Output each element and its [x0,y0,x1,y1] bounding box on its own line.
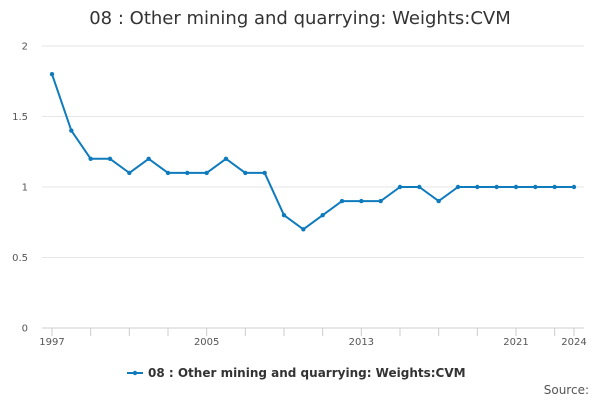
data-point[interactable] [107,156,113,161]
legend-point-marker [132,370,138,376]
data-point[interactable] [417,184,422,190]
data-point[interactable] [185,170,190,176]
data-point[interactable] [533,184,538,190]
y-tick-label: 0.5 [12,253,28,264]
legend[interactable]: 08 : Other mining and quarrying: Weights… [127,366,466,380]
data-point[interactable] [397,184,403,190]
data-point[interactable] [49,72,55,77]
data-point[interactable] [127,170,132,176]
data-point[interactable] [552,184,557,190]
data-point[interactable] [281,213,287,218]
y-tick-label: 0 [22,324,28,335]
data-point[interactable] [378,198,383,204]
series-line[interactable] [51,73,575,231]
legend-label[interactable]: 08 : Other mining and quarrying: Weights… [148,366,466,380]
x-tick-label: 2021 [503,337,528,348]
chart-title: 08 : Other mining and quarrying: Weights… [89,8,511,29]
data-point[interactable] [571,184,577,190]
data-point[interactable] [262,170,267,176]
x-axis-labels: 1997 2005 2013 2021 2024 [39,337,586,348]
gridlines [42,45,584,258]
data-point[interactable] [204,170,209,176]
data-point[interactable] [475,184,480,190]
data-point[interactable] [320,213,325,218]
data-point[interactable] [146,156,151,161]
x-tick-label: 2005 [194,337,219,348]
source-label: Source: [544,383,589,397]
data-point[interactable] [88,156,93,161]
x-tick-label: 1997 [39,337,64,348]
data-point[interactable] [513,184,519,190]
data-point[interactable] [436,198,441,204]
data-point[interactable] [243,170,248,176]
data-point[interactable] [455,184,461,190]
data-point[interactable] [301,227,306,232]
data-point[interactable] [69,128,74,133]
y-axis: 0 0.5 1 1.5 2 [12,42,28,335]
series-layer [49,72,577,232]
data-point[interactable] [165,170,171,176]
data-point[interactable] [339,198,345,204]
y-tick-label: 2 [22,42,28,53]
x-axis [42,327,584,336]
y-tick-label: 1.5 [12,112,28,123]
data-point[interactable] [494,184,499,190]
x-tick-label: 2024 [561,337,586,348]
x-tick-label: 2013 [349,337,374,348]
data-point[interactable] [359,198,364,204]
data-point[interactable] [223,156,229,161]
y-tick-label: 1 [22,183,28,194]
